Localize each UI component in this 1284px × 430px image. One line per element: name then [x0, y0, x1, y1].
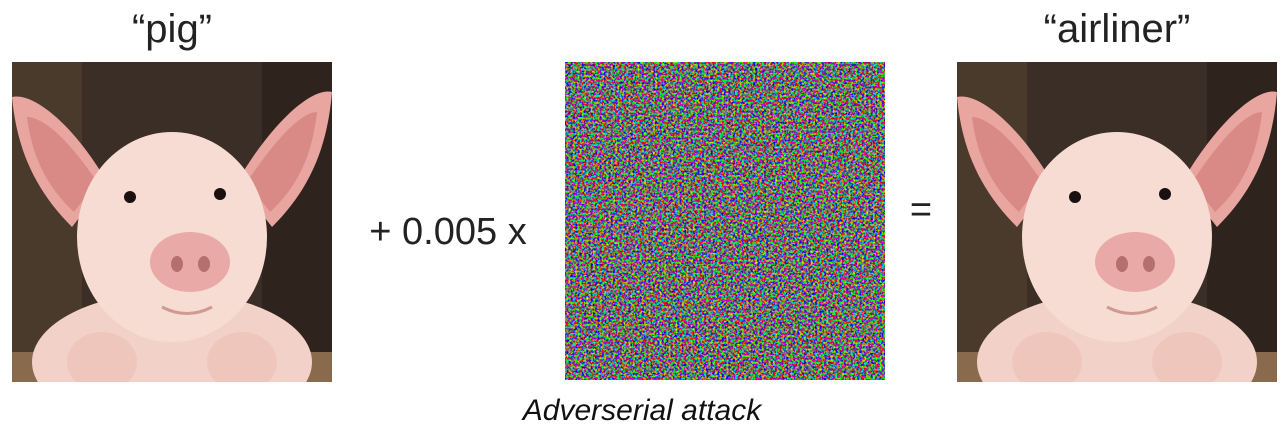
original-image	[12, 62, 332, 430]
caption: Adverserial attack	[521, 394, 763, 427]
perturbation-noise	[565, 62, 885, 380]
result-label: “airliner”	[1044, 7, 1191, 51]
figure: “pig” + 0.005 x = “airliner” Adverserial…	[0, 0, 1284, 430]
original-label: “pig”	[132, 7, 212, 51]
adversarial-image	[957, 62, 1277, 430]
operation-label: + 0.005 x	[369, 211, 526, 253]
equals-sign: =	[910, 189, 932, 231]
